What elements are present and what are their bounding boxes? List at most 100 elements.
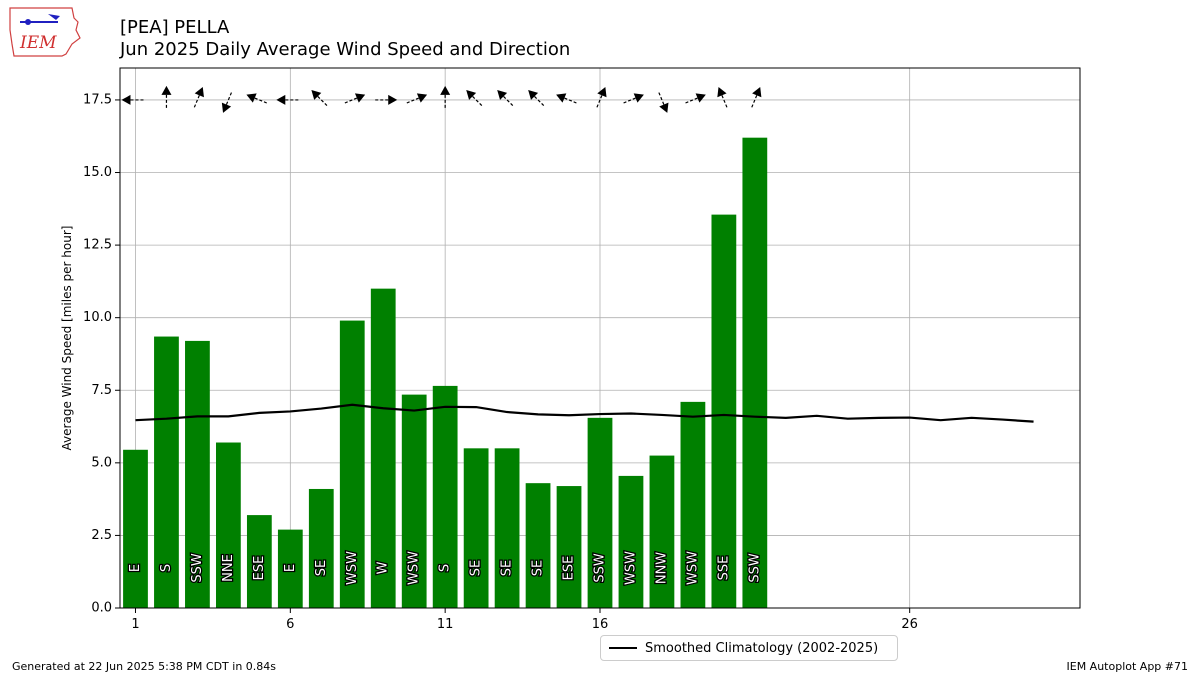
climatology-layer [135, 403, 1034, 423]
direction-labels-layer: E S SSW NNE ESE E SE WSW W WSW S SE SE SE ESE SSW WSW NNW… [127, 550, 764, 587]
y-tick-label: 2.5 [91, 528, 112, 543]
wind-arrow-day-6 [276, 94, 299, 105]
wind-arrow-shaft [751, 94, 758, 108]
wind-arrow-shaft [533, 95, 545, 107]
x-tick-label: 6 [286, 617, 294, 632]
direction-label-day-5: ESE [252, 556, 267, 581]
direction-label-day-12: SE [469, 560, 484, 576]
wind-arrow-shaft [344, 97, 359, 104]
wind-arrow-shaft [471, 95, 483, 107]
direction-label-day-11: S [438, 564, 453, 572]
logo-text: IEM [19, 33, 57, 53]
bar-day-11 [432, 385, 458, 608]
bar-day-19 [680, 401, 706, 608]
wind-arrow-shaft [502, 95, 514, 107]
bar-day-16 [587, 417, 613, 608]
direction-label-day-8: WSW [345, 551, 360, 585]
wind-arrow-day-3 [193, 87, 204, 108]
bar-day-13 [494, 448, 520, 608]
wind-arrow-head [161, 85, 172, 95]
bar-day-1 [123, 449, 148, 608]
wind-arrow-head [597, 87, 607, 98]
direction-label-day-10: WSW [407, 551, 422, 585]
wind-arrow-day-11 [440, 85, 451, 108]
y-tick-label: 10.0 [83, 310, 112, 325]
climatology-line [135, 403, 1034, 423]
direction-label-day-9: W [376, 561, 391, 574]
wind-arrow-shaft [685, 97, 699, 104]
wind-arrow-head [556, 93, 567, 103]
y-tick-label: 12.5 [83, 238, 112, 253]
wind-arrow-shaft [316, 95, 328, 107]
wind-arrow-head [659, 102, 669, 113]
direction-label-day-2: S [159, 564, 174, 572]
bar-day-10 [401, 394, 427, 608]
bar-day-17 [618, 475, 644, 608]
wind-arrow-day-15 [556, 93, 577, 104]
wind-arrow-head [695, 93, 706, 103]
wind-arrow-day-8 [344, 93, 366, 104]
direction-label-day-3: SSW [190, 553, 205, 583]
x-tick-label: 11 [437, 617, 454, 632]
bar-day-7 [308, 488, 334, 608]
bar-day-2 [154, 336, 179, 608]
direction-label-day-1: E [128, 564, 143, 572]
wind-arrow-day-21 [751, 87, 762, 108]
legend-label-climatology: Smoothed Climatology (2002-2025) [645, 641, 879, 656]
wind-arrow-shaft [596, 94, 603, 108]
y-tick-label: 7.5 [91, 383, 112, 398]
direction-label-day-16: SSW [593, 553, 608, 583]
axes-layer: 0.02.55.07.510.012.515.017.51 6 11 16 26 [83, 67, 1081, 632]
bar-day-14 [525, 483, 551, 608]
wind-arrow-head [440, 85, 451, 95]
wind-arrow-head [466, 90, 477, 100]
bar-day-5 [246, 515, 272, 608]
y-axis-label: Average Wind Speed [miles per hour] [60, 226, 74, 451]
legend-swatch-climatology [609, 647, 637, 649]
wind-arrow-head [497, 90, 508, 100]
x-tick-label: 1 [131, 617, 139, 632]
legend: Smoothed Climatology (2002-2025) [600, 635, 898, 661]
wind-arrow-day-5 [246, 93, 267, 104]
wind-arrow-day-7 [311, 90, 328, 107]
x-tick-label: 26 [901, 617, 918, 632]
chart-subtitle: Jun 2025 Daily Average Wind Speed and Di… [120, 39, 571, 60]
y-tick-label: 17.5 [83, 92, 112, 107]
wind-arrow-day-12 [466, 90, 483, 107]
bar-day-12 [463, 448, 489, 608]
chart-title: [PEA] PELLA [120, 17, 230, 38]
wind-arrow-day-14 [528, 90, 545, 107]
wind-arrow-head [194, 87, 204, 98]
logo-flag [48, 14, 60, 20]
wind-arrow-shaft [225, 92, 233, 106]
direction-label-day-21: SSW [747, 553, 762, 583]
wind-arrow-head [311, 90, 322, 100]
wind-arrow-head [633, 93, 644, 103]
bar-day-20 [711, 214, 737, 608]
wind-arrow-shaft [658, 92, 665, 106]
wind-arrow-day-4 [221, 92, 233, 113]
bar-day-9 [370, 288, 396, 608]
direction-label-day-6: E [283, 564, 298, 572]
wind-arrow-shaft [721, 94, 728, 108]
wind-arrow-head [121, 94, 131, 105]
wind-arrow-head [388, 94, 398, 105]
iem-logo: IEM [9, 7, 81, 57]
x-tick-label: 16 [592, 617, 609, 632]
wind-arrow-head [246, 93, 257, 103]
direction-label-day-19: WSW [685, 551, 700, 585]
wind-arrow-head [276, 94, 286, 105]
wind-arrow-head [717, 87, 727, 98]
direction-label-day-17: WSW [623, 551, 638, 585]
bar-day-15 [556, 486, 582, 608]
wind-arrow-shaft [193, 94, 201, 108]
wind-arrow-day-1 [121, 94, 144, 105]
bar-day-8 [339, 320, 365, 608]
wind-arrow-day-2 [161, 85, 172, 108]
y-tick-label: 0.0 [91, 601, 112, 616]
direction-label-day-4: NNE [221, 554, 236, 582]
direction-label-day-18: NNW [654, 552, 669, 584]
wind-arrow-day-10 [406, 93, 428, 104]
wind-arrow-day-20 [717, 87, 728, 108]
